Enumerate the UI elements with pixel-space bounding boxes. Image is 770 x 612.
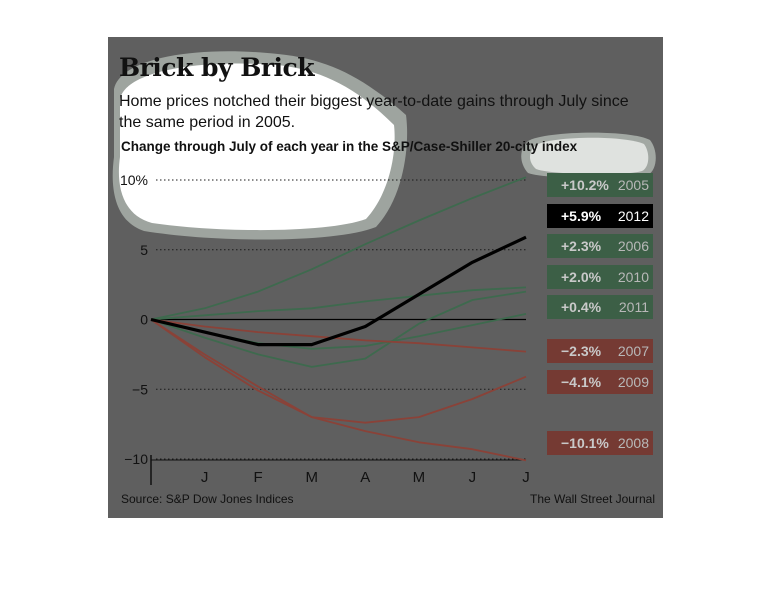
x-tick-label: M	[413, 469, 426, 486]
x-tick-label: J	[522, 469, 530, 486]
chart-title: Brick by Brick	[119, 53, 315, 82]
series-name-label: 2005	[618, 177, 649, 193]
y-tick-label: 5	[140, 242, 148, 258]
series-name-label: 2011	[619, 299, 649, 315]
series-value-label: +10.2%	[561, 177, 609, 193]
x-tick-label: M	[305, 469, 318, 486]
series-value-label: −4.1%	[561, 374, 602, 390]
credit-note: The Wall Street Journal	[530, 492, 655, 506]
y-tick-label: −5	[132, 381, 148, 397]
series-label-box-2010	[547, 265, 653, 289]
series-value-label: +2.3%	[561, 238, 602, 254]
y-tick-label: −10	[124, 451, 148, 467]
series-name-label: 2006	[618, 238, 649, 254]
series-name-label: 2007	[618, 343, 649, 359]
series-line-2010	[150, 290, 527, 368]
series-line-2005	[150, 176, 527, 321]
series-line-2007	[150, 318, 527, 353]
series-label-box-2012	[547, 204, 653, 228]
chart-heading: Change through July of each year in the …	[121, 139, 578, 154]
series-line-2008	[150, 318, 527, 462]
x-tick-label: F	[254, 469, 263, 486]
x-tick-label: J	[469, 469, 477, 486]
series-label-box-2005	[547, 173, 653, 197]
heading-backdrop	[112, 51, 656, 240]
series-name-label: 2009	[618, 374, 649, 390]
series-value-label: −2.3%	[561, 343, 602, 359]
series-name-label: 2008	[618, 435, 649, 451]
y-tick-label: 0	[140, 312, 148, 328]
plot-area: 10% 5 0 −5 −10 J F M A M J J +10.2% 2005 +5.9% 2012 +2.3…	[120, 172, 653, 486]
chart-canvas: 10% 5 0 −5 −10 J F M A M J J +10.2% 2005 +5.9% 2012 +2.3…	[112, 51, 656, 486]
y-tick-label: 10%	[120, 172, 148, 188]
series-value-label: −10.1%	[561, 435, 609, 451]
series-name-label: 2012	[618, 208, 649, 224]
series-label-box-2008	[547, 431, 653, 455]
series-label-box-2007	[547, 339, 653, 363]
series-value-label: +5.9%	[561, 208, 602, 224]
chart-panel: 10% 5 0 −5 −10 J F M A M J J +10.2% 2005 +5.9% 2012 +2.3…	[108, 37, 663, 518]
x-tick-label: J	[201, 469, 209, 486]
x-tick-label: A	[360, 469, 370, 486]
series-value-label: +2.0%	[561, 269, 602, 285]
series-value-label: +0.4%	[561, 299, 602, 315]
series-line-2006	[150, 286, 527, 321]
series-label-box-2006	[547, 234, 653, 258]
series-label-box-2009	[547, 370, 653, 394]
chart-subtitle: Home prices notched their biggest year-t…	[119, 93, 629, 131]
series-line-2009	[150, 318, 527, 424]
source-note: Source: S&P Dow Jones Indices	[121, 492, 294, 506]
series-name-label: 2010	[618, 269, 649, 285]
series-label-box-2011	[547, 295, 653, 319]
series-line-2012	[150, 235, 527, 347]
